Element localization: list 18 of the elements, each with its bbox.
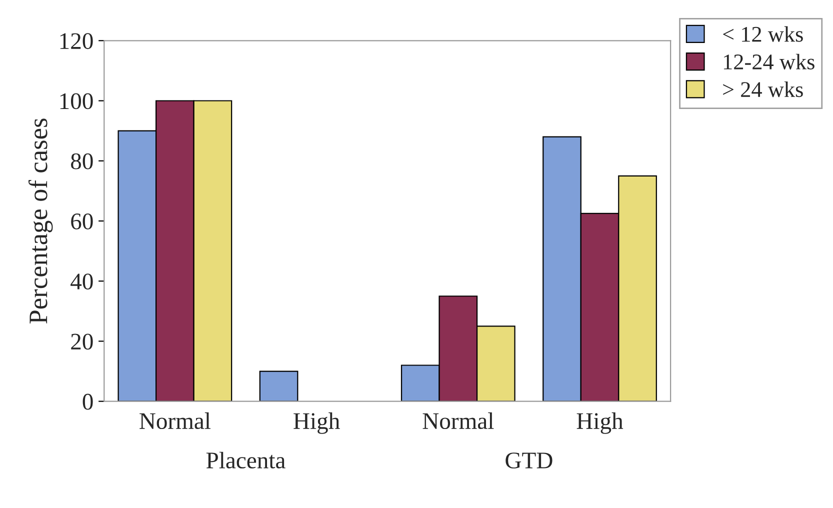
bar — [259, 370, 298, 402]
text: Placenta — [206, 452, 286, 468]
y-axis-title: Percentage of cases — [28, 118, 53, 324]
x-tick-label: Normal — [422, 412, 494, 430]
x-tick-label: High — [294, 412, 340, 434]
y-tick-label: 120 — [60, 33, 93, 50]
legend-label: > 24 wks — [723, 81, 803, 98]
y-tick-label: 100 — [60, 93, 93, 110]
y-tick-label: 20 — [71, 334, 93, 350]
x-tick-label: Normal — [140, 412, 211, 430]
x-tick-label: High — [576, 412, 624, 434]
y-tick-label: 80 — [70, 153, 93, 170]
legend-label: 12-24 wks — [724, 54, 814, 70]
legend-label: < 12 wks — [723, 26, 803, 42]
y-tick-label: 40 — [70, 274, 93, 290]
y-tick-label: 60 — [71, 213, 93, 230]
text: GTD — [506, 452, 552, 468]
y-tick-label: 0 — [82, 394, 93, 410]
